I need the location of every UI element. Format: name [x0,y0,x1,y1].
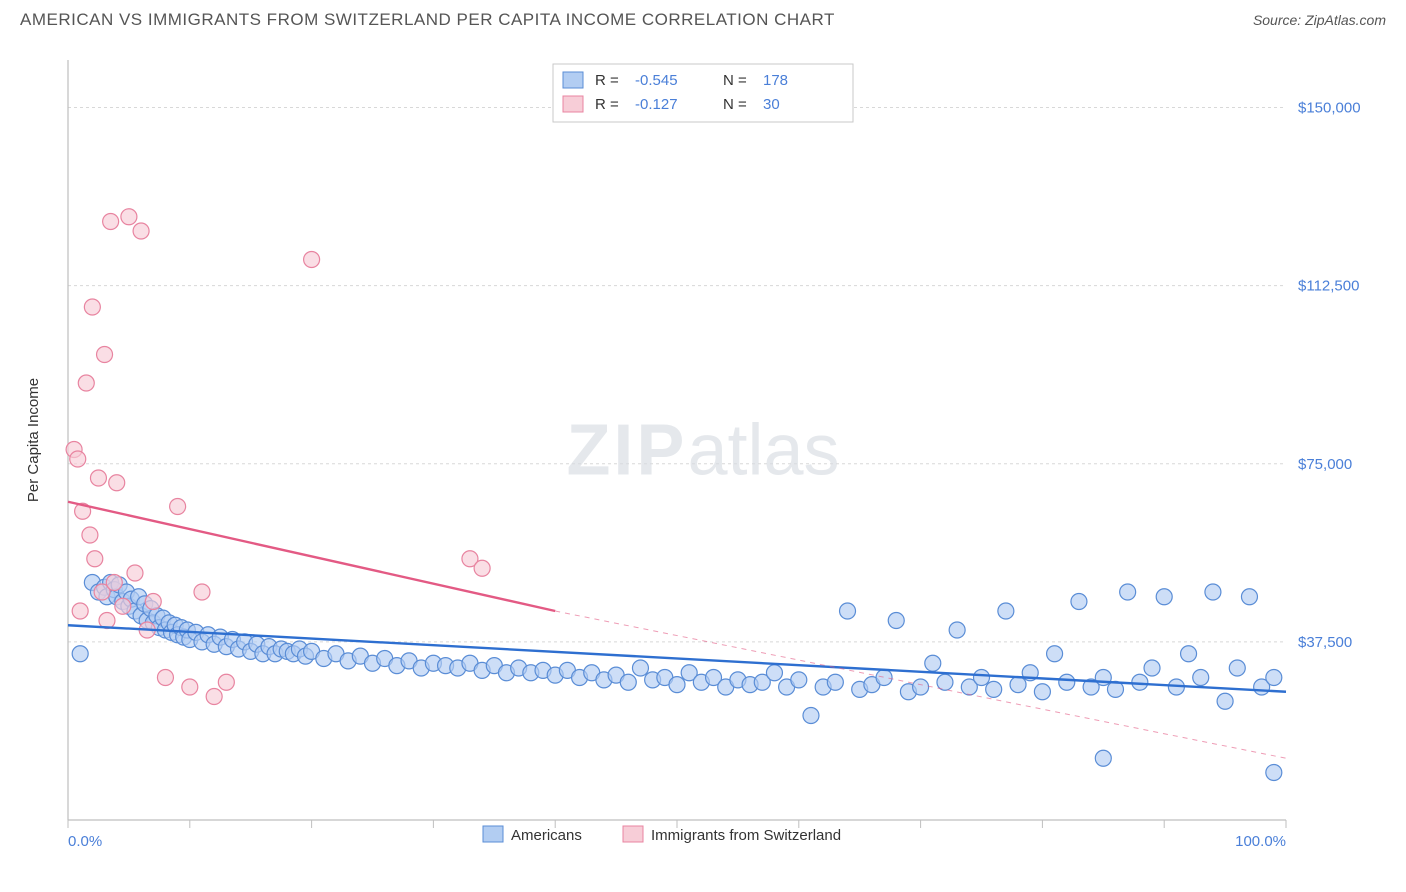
data-point-americans [1095,750,1111,766]
data-point-americans [1241,589,1257,605]
data-point-swiss [170,499,186,515]
data-point-swiss [145,594,161,610]
data-point-swiss [84,299,100,315]
data-point-americans [1229,660,1245,676]
data-point-swiss [194,584,210,600]
data-point-swiss [127,565,143,581]
legend-r-val: -0.545 [635,72,678,89]
y-tick-label: $75,000 [1298,456,1352,473]
data-point-swiss [70,451,86,467]
legend-swatch [483,826,503,842]
legend-n-key: N = [723,96,747,113]
data-point-americans [888,613,904,629]
y-tick-label: $37,500 [1298,634,1352,651]
data-point-swiss [182,679,198,695]
data-point-americans [1010,677,1026,693]
x-start-label: 0.0% [68,833,102,850]
data-point-americans [913,679,929,695]
legend-n-key: N = [723,72,747,89]
data-point-americans [1047,646,1063,662]
data-point-americans [827,674,843,690]
legend-swatch [623,826,643,842]
data-point-americans [1071,594,1087,610]
data-point-americans [791,672,807,688]
data-point-americans [840,603,856,619]
data-point-swiss [206,689,222,705]
data-point-americans [1266,765,1282,781]
y-tick-label: $150,000 [1298,100,1361,117]
legend-label: Immigrants from Switzerland [651,827,841,844]
data-point-americans [949,622,965,638]
data-point-swiss [115,598,131,614]
legend-r-val: -0.127 [635,96,678,113]
legend-label: Americans [511,827,582,844]
stats-legend: R = -0.545 N = 178 R = -0.127 N = 30 [553,64,853,122]
legend-n-val: 30 [763,96,780,113]
data-point-swiss [218,674,234,690]
data-point-swiss [106,575,122,591]
data-point-swiss [87,551,103,567]
y-tick-label: $112,500 [1298,278,1359,295]
legend-swatch [563,96,583,112]
data-point-swiss [103,214,119,230]
data-point-swiss [90,470,106,486]
correlation-chart: $37,500 $75,000 $112,500 $150,000 ZIPatlas Pe… [20,44,1386,872]
y-axis-label: Per Capita Income [25,378,42,502]
data-point-americans [620,674,636,690]
data-point-swiss [121,209,137,225]
data-point-swiss [97,347,113,363]
data-point-americans [632,660,648,676]
data-point-americans [925,655,941,671]
data-point-americans [766,665,782,681]
data-point-americans [803,708,819,724]
data-point-americans [1120,584,1136,600]
data-point-swiss [133,223,149,239]
series-legend: Americans Immigrants from Switzerland [483,826,841,844]
data-point-swiss [78,375,94,391]
data-point-swiss [304,252,320,268]
data-point-swiss [82,527,98,543]
data-point-americans [1132,674,1148,690]
legend-swatch [563,72,583,88]
data-point-americans [937,674,953,690]
data-point-americans [1205,584,1221,600]
data-point-swiss [157,670,173,686]
chart-area: $37,500 $75,000 $112,500 $150,000 ZIPatlas Pe… [20,44,1386,872]
data-point-americans [1181,646,1197,662]
data-point-americans [1193,670,1209,686]
data-point-americans [876,670,892,686]
data-point-americans [998,603,1014,619]
data-point-americans [1266,670,1282,686]
legend-n-val: 178 [763,72,788,89]
data-point-americans [1156,589,1172,605]
chart-header: AMERICAN VS IMMIGRANTS FROM SWITZERLAND … [0,0,1406,36]
chart-source: Source: ZipAtlas.com [1253,12,1386,28]
legend-r-key: R = [595,96,619,113]
data-point-americans [1217,693,1233,709]
watermark: ZIPatlas [566,411,839,491]
data-point-americans [669,677,685,693]
legend-r-key: R = [595,72,619,89]
data-point-americans [1059,674,1075,690]
data-point-swiss [109,475,125,491]
chart-title: AMERICAN VS IMMIGRANTS FROM SWITZERLAND … [20,10,835,30]
data-point-americans [1034,684,1050,700]
data-point-americans [72,646,88,662]
x-end-label: 100.0% [1235,833,1286,850]
data-point-swiss [474,560,490,576]
data-point-swiss [72,603,88,619]
data-point-americans [974,670,990,686]
data-point-americans [986,681,1002,697]
data-point-americans [1144,660,1160,676]
